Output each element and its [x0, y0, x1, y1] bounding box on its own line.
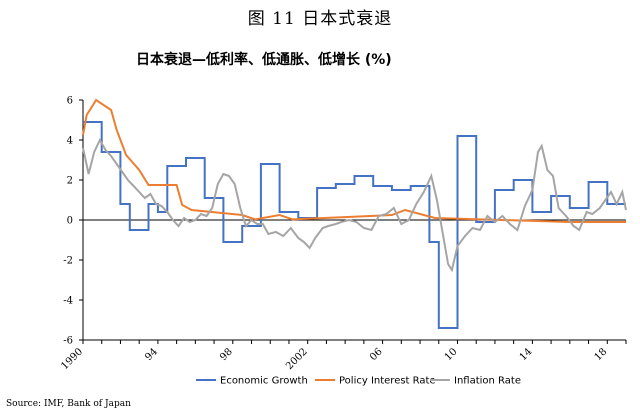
legend-label: Economic Growth [220, 376, 308, 387]
x-tick-label: 94 [143, 346, 160, 363]
series-lines [82, 98, 627, 329]
y-tick-label: -2 [63, 256, 73, 267]
x-tick-label: 18 [593, 346, 610, 363]
source-note: Source: IMF, Bank of Japan [6, 399, 131, 409]
y-tick-label: 0 [67, 216, 73, 227]
y-tick-label: 4 [67, 136, 73, 147]
legend: Economic Growth Policy Interest Rate Infla… [196, 376, 521, 387]
y-tick-label: -6 [63, 336, 73, 347]
x-tick-label: 98 [218, 346, 235, 363]
y-tick-label: 2 [67, 176, 73, 187]
x-tick-label: 14 [518, 346, 535, 363]
chart-title: 日本衰退—低利率、低通胀、低增长 (%) [136, 52, 392, 68]
x-tick-label: 06 [368, 346, 385, 363]
legend-label: Inflation Rate [454, 376, 521, 387]
series-line-inflation-rate [82, 137, 627, 273]
series-line-policy-interest-rate [82, 98, 626, 223]
y-tick-label: 6 [67, 96, 73, 107]
y-tick-label: -4 [63, 296, 73, 307]
x-tick-label: 1990 [59, 346, 85, 372]
legend-label: Policy Interest Rate [339, 376, 436, 387]
series-line-economic-growth [83, 121, 626, 329]
x-tick-label: 10 [443, 346, 460, 363]
figure-caption: 图 11 日本式衰退 [247, 9, 393, 29]
x-tick-label: 2002 [284, 346, 310, 372]
